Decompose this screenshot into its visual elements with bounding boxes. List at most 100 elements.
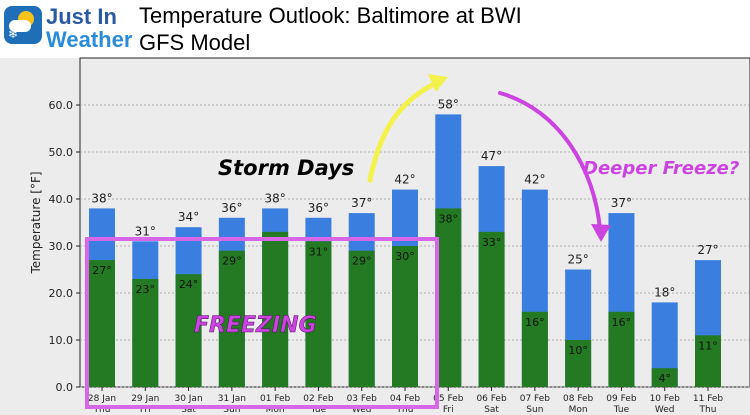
high-value-label: 27° (697, 243, 718, 257)
x-tick-label-date: 02 Feb (303, 394, 334, 404)
x-tick-label-day: Fri (443, 405, 454, 415)
low-bar (348, 250, 375, 387)
low-bar (478, 231, 505, 387)
x-tick-label-day: Mon (266, 405, 285, 415)
x-tick-label-date: 28 Jan (88, 394, 116, 404)
high-value-label: 37° (351, 196, 372, 210)
weather-logo-icon: ❄ (4, 6, 42, 44)
x-tick-label-day: Sat (484, 405, 499, 415)
high-value-label: 34° (178, 210, 199, 224)
x-tick-label-date: 01 Feb (260, 394, 291, 404)
chart-subtitle: GFS Model (139, 30, 251, 55)
x-tick-label-date: 04 Feb (390, 394, 421, 404)
high-value-label: 38° (265, 191, 286, 205)
low-value-label: 30° (395, 250, 415, 263)
low-bar (565, 340, 592, 387)
low-value-label: 16° (525, 316, 545, 329)
low-bar (132, 278, 159, 387)
x-tick-label-day: Sun (223, 405, 240, 415)
low-value-label: 24° (179, 278, 199, 291)
yellow-arrow (367, 79, 441, 183)
freezing-annotation: FREEZING (194, 313, 317, 339)
high-value-label: 36° (308, 201, 329, 215)
low-bar (392, 246, 418, 387)
x-tick-label-day: Tue (310, 405, 327, 415)
high-value-label: 58° (438, 97, 459, 111)
low-bar (218, 250, 245, 387)
logo-text-line1: Just In (46, 4, 117, 29)
x-tick-label-day: Mon (569, 405, 588, 415)
y-tick-label: 20.0 (49, 287, 74, 300)
y-tick-label: 40.0 (49, 193, 74, 206)
x-tick-label-date: 09 Feb (606, 394, 637, 404)
x-tick-label-day: Thu (699, 405, 717, 415)
high-value-label: 47° (481, 149, 502, 163)
low-bar (651, 368, 678, 387)
low-bar (521, 311, 548, 387)
high-value-label: 37° (611, 196, 632, 210)
y-tick-label: 0.0 (56, 381, 74, 394)
low-value-label: 23° (136, 283, 156, 296)
x-tick-label-date: 06 Feb (476, 394, 507, 404)
freezing-highlight-box (85, 237, 439, 409)
x-tick-label-date: 30 Jan (174, 394, 202, 404)
low-bar (89, 260, 115, 387)
low-bar (608, 311, 635, 387)
low-value-label: 29° (222, 255, 242, 268)
low-value-label: 27° (92, 264, 112, 277)
low-value-label: 33° (482, 236, 502, 249)
high-value-label: 25° (568, 253, 589, 267)
y-tick-label: 30.0 (49, 240, 74, 253)
cloud-icon (9, 20, 31, 32)
x-tick-label-day: Tue (613, 405, 630, 415)
low-value-label: 29° (352, 255, 372, 268)
low-bar (262, 231, 289, 387)
high-value-label: 36° (221, 201, 242, 215)
x-tick-label-date: 08 Feb (563, 394, 594, 404)
low-bar (175, 274, 202, 387)
x-tick-label-day: Thu (93, 405, 111, 415)
yellow-arrow-head (428, 74, 448, 92)
x-tick-label-date: 07 Feb (520, 394, 551, 404)
high-value-label: 42° (394, 173, 415, 187)
deeper-freeze-annotation: Deeper Freeze? (583, 158, 740, 179)
y-tick-label: 60.0 (49, 99, 74, 112)
x-tick-label-day: Sat (181, 405, 196, 415)
x-tick-label-date: 10 Feb (650, 394, 681, 404)
storm-days-annotation: Storm Days (218, 156, 355, 180)
x-tick-label-date: 11 Feb (693, 394, 724, 404)
y-axis-label: Temperature [°F] (29, 171, 43, 274)
low-value-label: 38° (439, 212, 459, 225)
low-value-label: 10° (568, 344, 588, 357)
pink-arrow-head (591, 224, 611, 242)
low-value-label: 16° (612, 316, 632, 329)
header: ❄ Just In Weather Temperature Outlook: B… (0, 0, 750, 58)
low-bar (435, 208, 462, 387)
pink-arrow (498, 91, 602, 232)
x-tick-label-date: 05 Feb (433, 394, 464, 404)
high-value-label: 42° (524, 173, 545, 187)
low-bar (305, 241, 332, 387)
x-tick-label-day: Sun (526, 405, 543, 415)
logo: ❄ Just In Weather (4, 2, 132, 54)
x-tick-label-day: Fri (140, 405, 151, 415)
x-tick-label-day: Wed (655, 405, 675, 415)
x-tick-label-date: 31 Jan (218, 394, 246, 404)
x-tick-label-date: 03 Feb (347, 394, 378, 404)
y-tick-label: 50.0 (49, 146, 74, 159)
low-value-label: 4° (658, 372, 671, 385)
high-value-label: 38° (91, 191, 112, 205)
low-value-label: 31° (309, 245, 329, 258)
low-value-label: 11° (698, 339, 718, 352)
x-tick-label-day: Wed (352, 405, 372, 415)
logo-text-line2: Weather (46, 27, 133, 52)
x-tick-label-date: 29 Jan (131, 394, 159, 404)
y-tick-label: 10.0 (49, 334, 74, 347)
low-bar (695, 335, 721, 387)
x-tick-label-day: Thu (396, 405, 414, 415)
high-value-label: 18° (654, 285, 675, 299)
snowflake-icon: ❄ (8, 27, 19, 41)
high-value-label: 31° (135, 224, 156, 238)
chart-title: Temperature Outlook: Baltimore at BWI (139, 3, 522, 28)
